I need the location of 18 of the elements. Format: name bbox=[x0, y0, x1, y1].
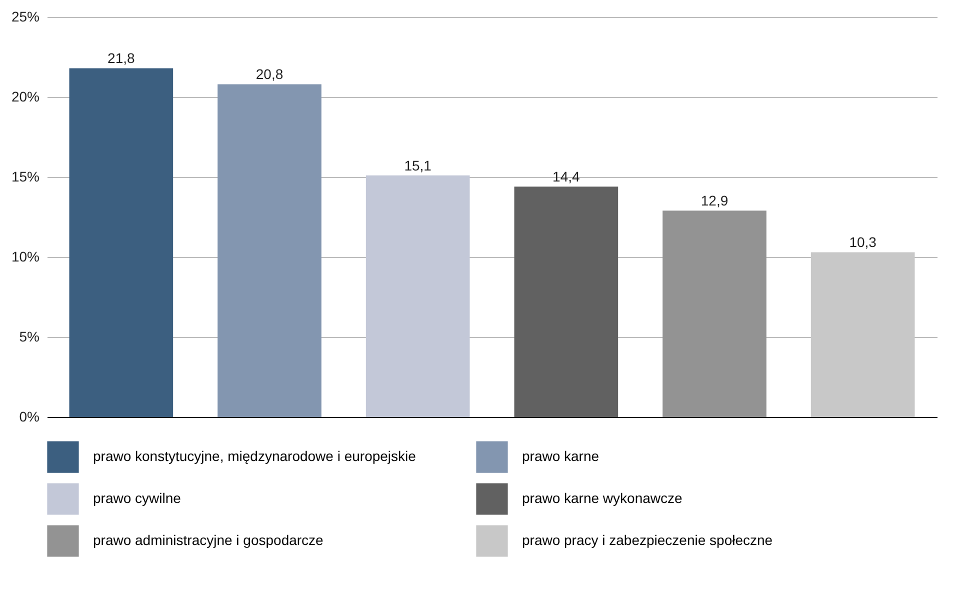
legend-label: prawo administracyjne i gospodarcze bbox=[93, 532, 324, 548]
legend-label: prawo cywilne bbox=[93, 490, 182, 506]
data-label: 15,1 bbox=[404, 157, 432, 174]
y-tick-label: 0% bbox=[19, 408, 40, 424]
data-label: 12,9 bbox=[700, 192, 728, 209]
legend-label: prawo karne wykonawcze bbox=[522, 490, 683, 506]
y-tick-label: 25% bbox=[11, 8, 40, 24]
y-tick-label: 20% bbox=[11, 88, 40, 104]
y-tick-label: 5% bbox=[19, 328, 40, 344]
y-tick-label: 15% bbox=[11, 168, 40, 184]
legend-label: prawo karne bbox=[522, 448, 600, 464]
data-label: 21,8 bbox=[108, 50, 136, 66]
data-label: 20,8 bbox=[256, 66, 284, 82]
legend-label: prawo pracy i zabezpieczenie społeczne bbox=[522, 532, 773, 548]
data-label: 14,4 bbox=[552, 168, 580, 185]
y-tick-label: 10% bbox=[11, 248, 40, 264]
data-label: 10,3 bbox=[849, 234, 877, 250]
legend-label: prawo konstytucyjne, międzynarodowe i europejskie bbox=[93, 448, 416, 464]
